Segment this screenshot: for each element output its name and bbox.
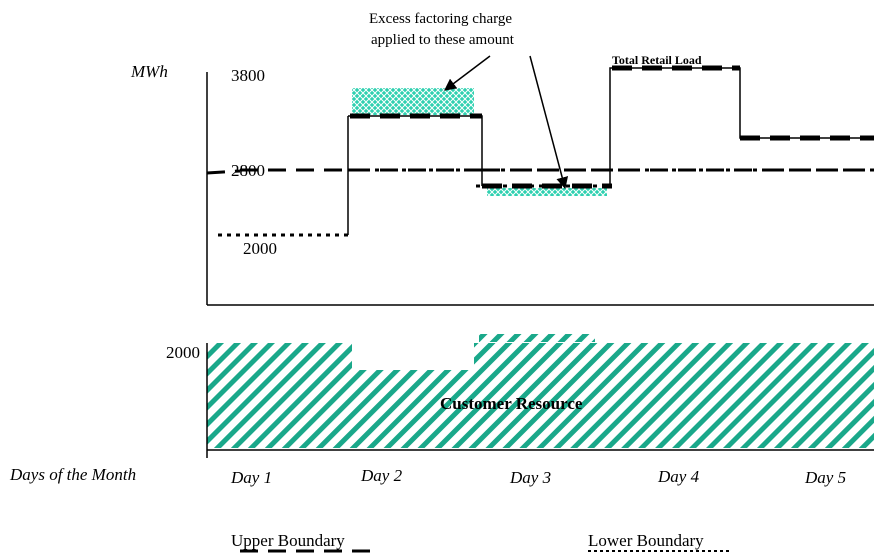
annotation-arrow-1 [444,55,491,91]
unit-label: MWh [130,62,168,81]
resource-gap [352,343,474,370]
annotation-line1: Excess factoring charge [369,11,512,27]
legend-upper-label: Upper Boundary [231,531,345,550]
legend-lower-label: Lower Boundary [588,531,704,550]
day-label-4: Day 4 [657,467,700,486]
total-retail-load-label: Total Retail Load [612,53,702,67]
annotation-line2: applied to these amount [371,32,515,48]
y-label-2000: 2000 [243,239,277,258]
resource-value-label: 2000 [166,343,200,362]
day-label-2: Day 2 [360,466,403,485]
excess-area-day3 [487,188,607,196]
y-label-3800: 3800 [231,66,265,85]
lower-boundary-line [218,168,874,237]
customer-resource-label: Customer Resource [440,394,583,413]
x-axis-title: Days of the Month [9,465,136,484]
annotation-arrow-2 [529,55,569,190]
excess-area-day2 [352,88,474,115]
day-label-3: Day 3 [509,468,551,487]
customer-resource-area [207,343,874,448]
day-label-5: Day 5 [804,468,846,487]
y-label-2800: 2800 [231,161,265,180]
resource-extra [479,334,595,342]
day-label-1: Day 1 [230,468,272,487]
total-retail-load-dashes [350,65,874,189]
